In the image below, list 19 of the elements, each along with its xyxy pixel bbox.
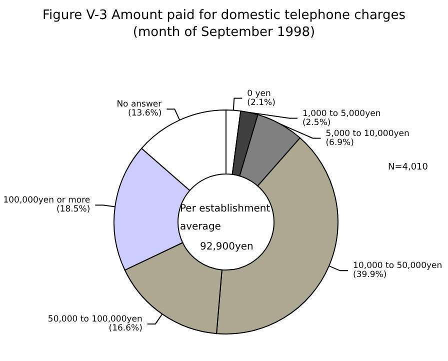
slice-label: 1,000 to 5,000yen xyxy=(302,108,381,119)
text: 92,900yen xyxy=(200,242,254,252)
text: Per establishment average xyxy=(180,204,274,232)
slice-label: 0 yen xyxy=(247,88,271,99)
slice-label: No answer xyxy=(116,100,162,110)
data-label: (39.9%) xyxy=(353,270,387,280)
text: N=4,010 xyxy=(388,162,428,172)
slice-label: 50,000 to 100,000yen xyxy=(48,314,142,324)
data-label: (2.1%) xyxy=(247,98,276,108)
slice-label: 100,000yen or more xyxy=(3,196,90,206)
data-label: (16.6%) xyxy=(108,323,142,334)
slice-label: 10,000 to 50,000yen xyxy=(353,261,442,272)
slice-label: 5,000 to 10,000yen xyxy=(326,128,410,139)
chart-subtitle: (month of September 1998) xyxy=(132,25,316,40)
data-label: (2.5%) xyxy=(302,118,331,128)
data-label: (6.9%) xyxy=(326,138,354,148)
data-label: (18.5%) xyxy=(56,204,90,215)
data-label: (13.6%) xyxy=(128,108,162,119)
chart-title: Figure V-3 Amount paid for domestic telephone charges xyxy=(42,8,406,23)
